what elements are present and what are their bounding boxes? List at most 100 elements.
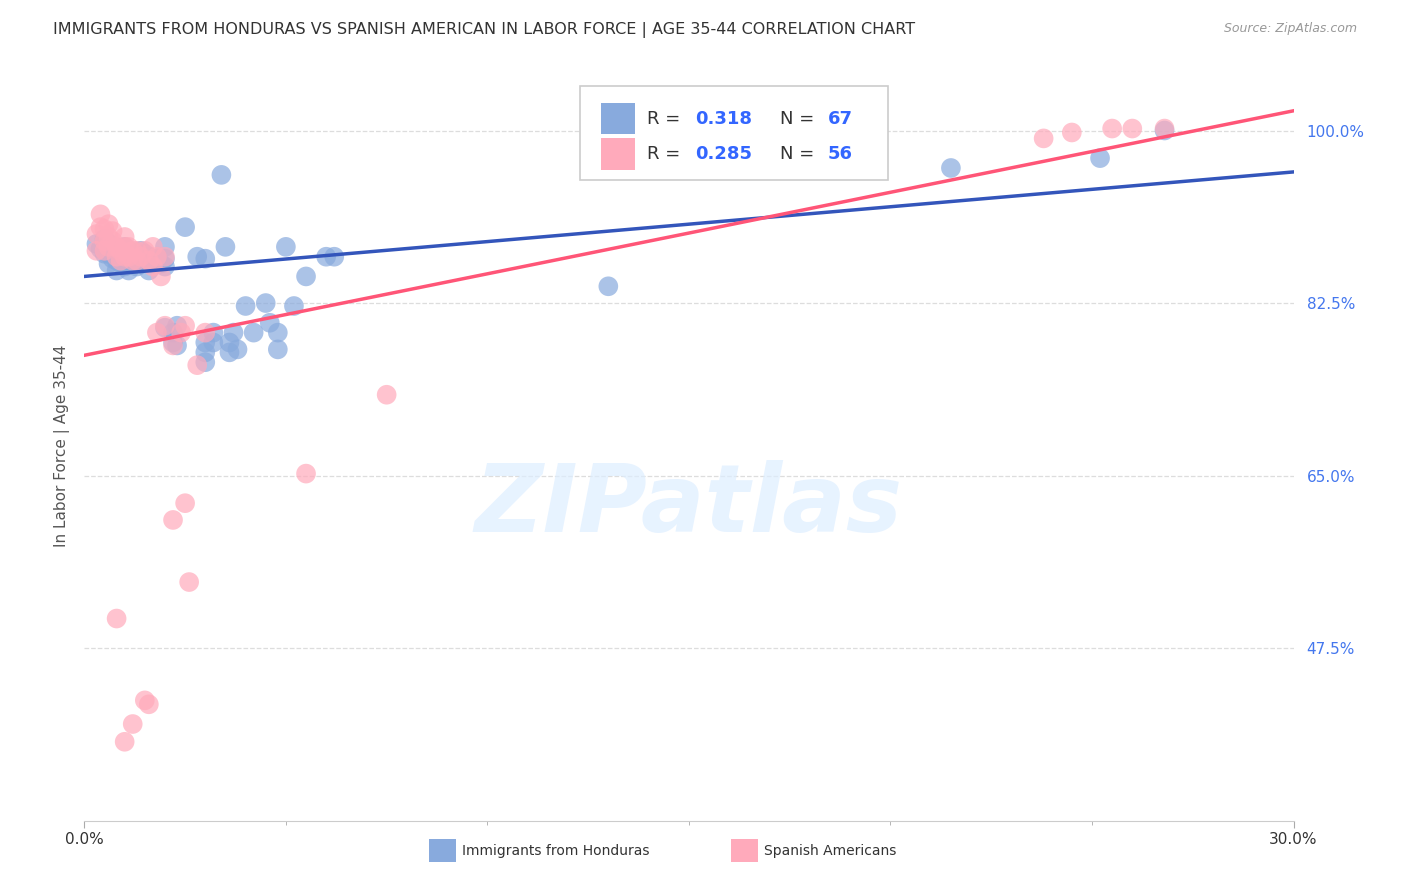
Point <box>194 355 217 369</box>
Point <box>105 611 128 625</box>
Point <box>89 207 111 221</box>
Point <box>146 326 169 340</box>
Point <box>939 161 962 175</box>
Point <box>134 693 156 707</box>
Point <box>162 335 184 350</box>
Point <box>114 735 136 749</box>
Point <box>267 343 290 357</box>
Point <box>105 244 128 258</box>
Point <box>105 253 128 268</box>
Point <box>174 318 197 333</box>
Point <box>170 326 193 340</box>
Text: 0.285: 0.285 <box>695 145 752 162</box>
Point <box>1153 121 1175 136</box>
Point <box>259 316 281 330</box>
Point <box>138 250 160 264</box>
Point <box>146 250 169 264</box>
Y-axis label: In Labor Force | Age 35-44: In Labor Force | Age 35-44 <box>55 345 70 547</box>
Point <box>179 575 201 590</box>
Point <box>110 244 132 258</box>
Point <box>118 250 141 264</box>
Text: Source: ZipAtlas.com: Source: ZipAtlas.com <box>1223 22 1357 36</box>
Point <box>138 698 160 712</box>
Point <box>149 269 172 284</box>
Point <box>93 234 115 248</box>
Point <box>105 263 128 277</box>
Point <box>129 244 152 258</box>
Point <box>218 335 240 350</box>
Point <box>209 168 232 182</box>
Point <box>267 326 290 340</box>
Point <box>138 263 160 277</box>
Point <box>153 240 176 254</box>
Point <box>129 257 152 271</box>
Point <box>125 250 148 264</box>
FancyBboxPatch shape <box>600 103 634 135</box>
Point <box>89 220 111 235</box>
Point <box>125 253 148 268</box>
Text: IMMIGRANTS FROM HONDURAS VS SPANISH AMERICAN IN LABOR FORCE | AGE 35-44 CORRELAT: IMMIGRANTS FROM HONDURAS VS SPANISH AMER… <box>53 22 915 38</box>
Point <box>242 326 264 340</box>
Point <box>105 240 128 254</box>
Text: N =: N = <box>780 145 820 162</box>
Point <box>97 217 120 231</box>
Point <box>274 240 297 254</box>
Point <box>186 250 208 264</box>
Point <box>166 338 188 352</box>
Point <box>97 257 120 271</box>
Point <box>134 244 156 258</box>
Point <box>214 240 236 254</box>
Point <box>235 299 257 313</box>
Point <box>194 345 217 359</box>
Text: Immigrants from Honduras: Immigrants from Honduras <box>461 844 650 857</box>
Point <box>142 260 165 274</box>
Point <box>162 326 184 340</box>
Point <box>315 250 337 264</box>
Text: R =: R = <box>647 145 686 162</box>
Point <box>93 244 115 258</box>
Point <box>194 252 217 266</box>
Point <box>142 240 165 254</box>
Point <box>1032 131 1054 145</box>
Point <box>162 513 184 527</box>
Point <box>222 326 245 340</box>
Point <box>1121 121 1143 136</box>
Point <box>118 253 141 268</box>
Point <box>295 467 318 481</box>
Point <box>118 263 141 277</box>
Point <box>134 246 156 260</box>
Point <box>86 227 108 241</box>
Point <box>118 244 141 258</box>
Text: ZIPatlas: ZIPatlas <box>475 460 903 552</box>
Point <box>149 257 172 271</box>
Point <box>114 240 136 254</box>
Point <box>121 246 143 260</box>
Point <box>323 250 346 264</box>
Point <box>101 252 124 266</box>
Point <box>153 250 176 264</box>
Point <box>166 318 188 333</box>
FancyBboxPatch shape <box>581 87 889 180</box>
Point <box>375 388 398 402</box>
Point <box>153 318 176 333</box>
Point <box>86 244 108 258</box>
Text: N =: N = <box>780 110 820 128</box>
Point <box>1153 123 1175 137</box>
Point <box>121 717 143 731</box>
Point <box>114 230 136 244</box>
Point <box>226 343 249 357</box>
Point <box>93 222 115 236</box>
Point <box>93 246 115 260</box>
Point <box>129 250 152 264</box>
Point <box>101 242 124 256</box>
Point <box>598 279 620 293</box>
Point <box>1101 121 1123 136</box>
Text: Spanish Americans: Spanish Americans <box>763 844 896 857</box>
Point <box>114 240 136 254</box>
Point <box>125 244 148 258</box>
Text: R =: R = <box>647 110 686 128</box>
Point <box>121 253 143 268</box>
Point <box>97 240 120 254</box>
Point <box>218 345 240 359</box>
Point <box>194 335 217 350</box>
